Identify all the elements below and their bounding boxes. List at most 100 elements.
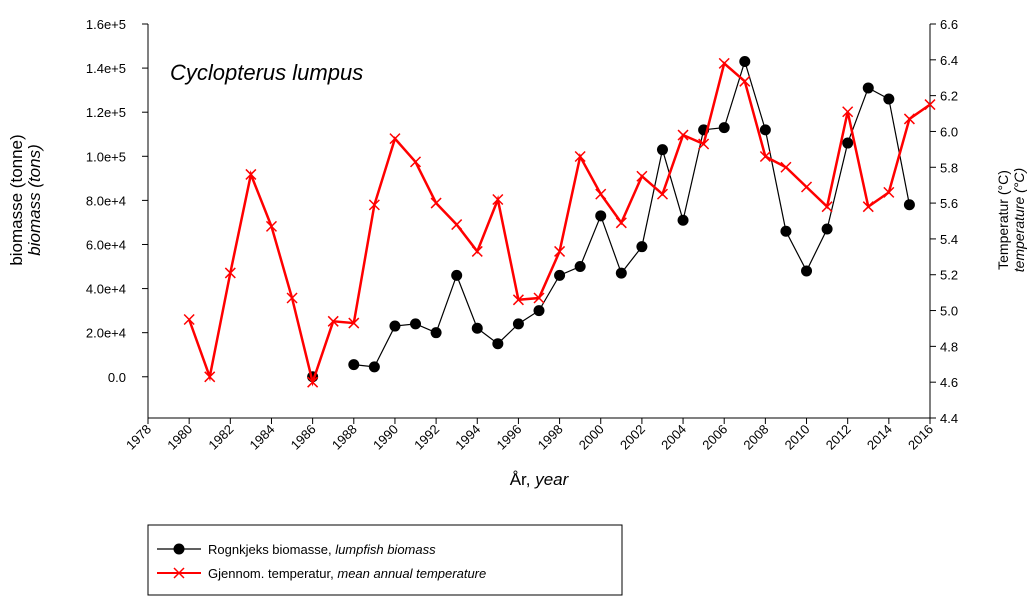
y-tick-label: 8.0e+4 — [86, 193, 126, 208]
annotation: Cyclopterus lumpus — [170, 60, 363, 85]
point — [451, 219, 463, 231]
point — [492, 193, 504, 206]
point — [265, 220, 278, 232]
x-tick-label: 1994 — [452, 422, 483, 453]
point — [924, 99, 936, 111]
point — [842, 106, 854, 118]
point — [718, 122, 730, 134]
legend-entry: Gjennom. temperatur, mean annual tempera… — [208, 566, 486, 581]
point — [739, 75, 751, 87]
point — [368, 361, 380, 373]
point — [780, 225, 792, 237]
point — [821, 201, 833, 213]
point — [451, 269, 463, 281]
point — [574, 261, 586, 273]
x-tick-label: 2002 — [617, 422, 648, 453]
legend-box — [147, 524, 623, 596]
point — [615, 267, 627, 279]
point — [677, 214, 689, 226]
x-label: År, — [510, 470, 531, 489]
point — [698, 138, 710, 150]
point — [348, 317, 360, 329]
point — [636, 170, 648, 182]
y-tick-label: 1.6e+5 — [86, 17, 126, 32]
legend-name-en: lumpfish biomass — [335, 542, 436, 557]
point — [430, 327, 442, 339]
y2-tick-label: 4.6 — [940, 375, 958, 390]
y-label: biomasse (tonne) — [7, 134, 26, 265]
y2-tick-label: 5.2 — [940, 268, 958, 283]
y-tick-label: 1.0e+5 — [86, 149, 126, 164]
x-tick-label: 2012 — [823, 422, 854, 453]
y2-tick-label: 6.0 — [940, 124, 958, 139]
point — [348, 359, 360, 371]
y2-tick-label: 5.8 — [940, 160, 958, 175]
x-tick-label: 2004 — [658, 422, 689, 453]
x-tick-label: 1996 — [493, 422, 524, 453]
point — [430, 197, 442, 209]
point — [883, 186, 895, 198]
point — [759, 124, 771, 136]
y-axis-label: biomasse (tonne) biomass (tons) — [7, 134, 44, 265]
legend-name: Gjennom. temperatur, — [208, 566, 334, 581]
point — [677, 129, 689, 141]
legend-marker — [173, 567, 185, 579]
y2-axis-label: Temperatur (°C) temperature (°C) — [995, 168, 1027, 272]
point — [183, 313, 195, 326]
point — [245, 168, 257, 180]
x-axis-label: År, year — [510, 470, 570, 489]
x-tick-label: 2010 — [782, 422, 813, 453]
x-tick-label: 1984 — [247, 422, 278, 453]
y2-tick-label: 4.8 — [940, 339, 958, 354]
legend-marker — [173, 543, 185, 555]
point — [718, 57, 730, 69]
point — [389, 320, 401, 332]
point — [512, 294, 524, 306]
x-tick-label: 2006 — [699, 422, 730, 453]
y-tick-label: 1.4e+5 — [86, 61, 126, 76]
point — [554, 245, 566, 257]
point — [780, 161, 792, 173]
point — [224, 267, 236, 279]
legend-name: Rognkjeks biomasse, — [208, 542, 332, 557]
y-tick-label: 2.0e+4 — [86, 326, 126, 341]
point — [801, 265, 813, 277]
point — [595, 210, 607, 222]
point — [409, 156, 422, 168]
legend-entry: Rognkjeks biomasse, lumpfish biomass — [208, 542, 436, 557]
point — [512, 318, 524, 330]
point — [883, 93, 895, 105]
point — [821, 223, 833, 235]
point — [595, 188, 607, 200]
x-tick-label: 1980 — [164, 422, 195, 453]
y2-tick-label: 5.0 — [940, 304, 958, 319]
x-label-en: year — [534, 470, 569, 489]
x-tick-label: 1990 — [370, 422, 401, 453]
point — [656, 144, 668, 156]
point — [903, 199, 915, 211]
y-tick-label: 6.0e+4 — [86, 237, 126, 252]
y2-tick-label: 4.4 — [940, 411, 958, 426]
point — [389, 133, 401, 145]
point — [327, 315, 339, 327]
series-line — [187, 61, 931, 387]
point — [656, 188, 669, 200]
x-tick-label: 2008 — [740, 422, 771, 453]
point — [554, 269, 566, 281]
y2-label-en: temperature (°C) — [1011, 168, 1027, 272]
point — [286, 292, 298, 304]
point — [533, 292, 545, 304]
y-tick-label: 1.2e+5 — [86, 105, 126, 120]
point — [903, 113, 915, 125]
y2-label: Temperatur (°C) — [995, 170, 1011, 270]
x-tick-label: 1982 — [205, 422, 236, 453]
point — [204, 371, 216, 383]
x-tick-label: 2014 — [864, 422, 895, 453]
x-tick-label: 2016 — [905, 422, 936, 453]
x-tick-label: 2000 — [576, 422, 607, 453]
point — [410, 318, 422, 330]
point — [492, 338, 504, 350]
y-tick-label: 4.0e+4 — [86, 282, 126, 297]
y2-tick-label: 6.2 — [940, 89, 958, 104]
